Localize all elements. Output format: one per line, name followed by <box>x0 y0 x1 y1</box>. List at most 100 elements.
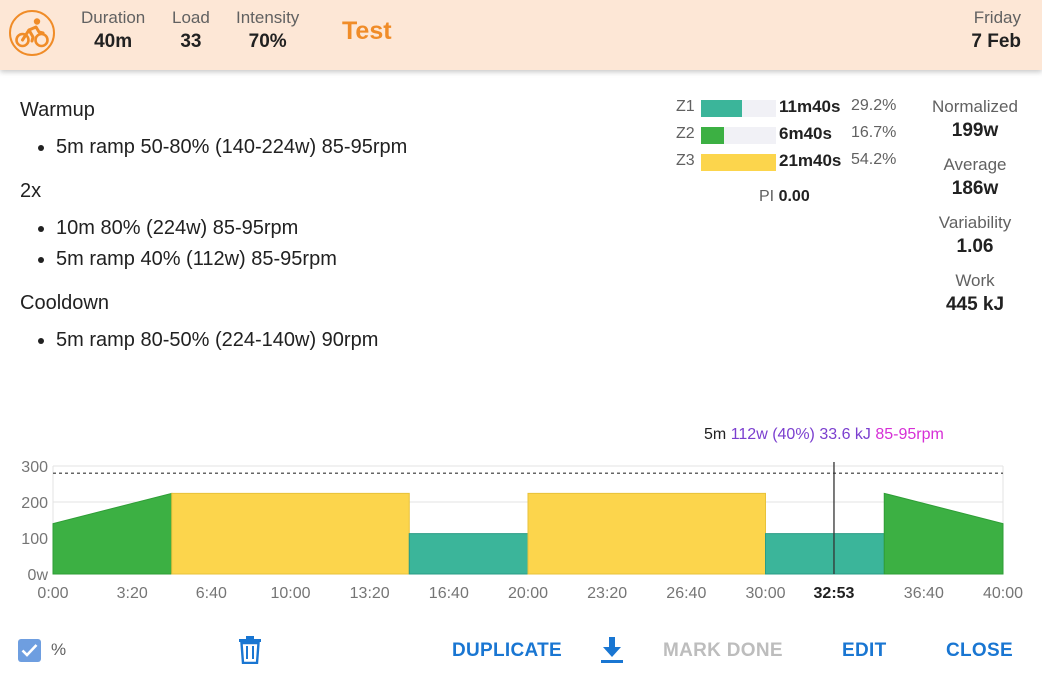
y-tick-label: 0w <box>28 567 49 584</box>
intensity-label: Intensity <box>236 8 300 27</box>
zone-distribution: Z1 11m40s 29.2% Z2 6m40s 16.7% Z3 21m40s… <box>676 95 906 176</box>
x-tick-label: 3:20 <box>117 585 148 602</box>
hover-duration: 5m <box>704 426 727 443</box>
zone-row: Z1 11m40s 29.2% <box>676 95 906 122</box>
x-tick-label: 6:40 <box>196 585 227 602</box>
duration-stat: Duration 40m <box>81 8 145 56</box>
load-label: Load <box>172 8 210 27</box>
y-axis: 0w 100 200 300 <box>21 459 48 584</box>
x-axis: 0:00 3:20 6:40 10:00 13:20 16:40 20:00 23:20 26:… <box>37 585 1023 602</box>
zone-name: Z2 <box>676 125 695 142</box>
cursor-time-label: 32:53 <box>814 585 855 602</box>
x-tick-label: 40:00 <box>983 585 1023 602</box>
x-tick-label: 16:40 <box>429 585 469 602</box>
variability-stat: Variability 1.06 <box>912 213 1038 261</box>
y-tick-label: 100 <box>21 531 48 548</box>
x-tick-label: 30:00 <box>745 585 785 602</box>
section-title: 2x <box>20 180 42 202</box>
workout-segment[interactable] <box>765 533 885 575</box>
delete-icon[interactable] <box>238 636 262 669</box>
zone-percent: 16.7% <box>851 124 897 141</box>
stat-label: Work <box>955 271 995 290</box>
load-stat: Load 33 <box>172 8 210 56</box>
zone-time: 21m40s <box>779 151 842 170</box>
power-stats: Normalized 199w Average 186w Variability… <box>912 97 1038 329</box>
y-tick-label: 300 <box>21 459 48 476</box>
x-tick-label: 10:00 <box>270 585 310 602</box>
section-title: Warmup <box>20 99 95 121</box>
x-tick-label: 20:00 <box>508 585 548 602</box>
download-icon[interactable] <box>600 637 624 670</box>
step-item: 5m ramp 80-50% (224-140w) 90rpm <box>56 325 660 356</box>
zone-row: Z2 6m40s 16.7% <box>676 122 906 149</box>
close-button[interactable]: CLOSE <box>946 640 1013 661</box>
stat-value: 199w <box>951 120 999 141</box>
zone-time: 6m40s <box>779 124 832 143</box>
zone-bar-fill <box>701 100 742 117</box>
x-tick-label: 0:00 <box>37 585 68 602</box>
mark-done-button[interactable]: MARK DONE <box>663 640 783 661</box>
date-value: 7 Feb <box>971 31 1021 52</box>
pi-value: 0.00 <box>778 188 810 205</box>
hover-cadence: 85-95rpm <box>875 426 944 443</box>
intensity-value: 70% <box>248 31 287 52</box>
x-tick-label: 23:20 <box>587 585 627 602</box>
hover-info: 5m 112w (40%) 33.6 kJ 85-95rpm <box>704 426 944 444</box>
x-tick-label: 36:40 <box>904 585 944 602</box>
x-tick-label: 26:40 <box>666 585 706 602</box>
workout-segment[interactable] <box>527 492 766 575</box>
zone-row: Z3 21m40s 54.2% <box>676 149 906 176</box>
step-list: 5m ramp 50-80% (140-224w) 85-95rpm <box>20 132 660 163</box>
zone-bar-fill <box>701 127 724 144</box>
average-stat: Average 186w <box>912 155 1038 203</box>
day-of-week: Friday <box>973 8 1021 27</box>
edit-button[interactable]: EDIT <box>842 640 887 661</box>
step-item: 10m 80% (224w) 85-95rpm <box>56 213 660 244</box>
zone-name: Z1 <box>676 98 695 115</box>
section-title: Cooldown <box>20 292 109 314</box>
percent-checkbox[interactable] <box>18 639 41 662</box>
stat-value: 186w <box>951 178 999 199</box>
zone-bar-track <box>701 100 776 117</box>
step-list: 5m ramp 80-50% (224-140w) 90rpm <box>20 325 660 356</box>
step-list: 10m 80% (224w) 85-95rpm 5m ramp 40% (112… <box>20 213 660 275</box>
pi-stat: PI 0.00 <box>759 188 810 206</box>
stat-label: Variability <box>938 213 1012 232</box>
workout-header: Duration 40m Load 33 Intensity 70% Test … <box>0 0 1042 70</box>
y-tick-label: 200 <box>21 495 48 512</box>
zone-bar-fill <box>701 154 776 171</box>
cycling-icon <box>9 10 55 56</box>
work-stat: Work 445 kJ <box>912 271 1038 319</box>
x-tick-label: 13:20 <box>350 585 390 602</box>
workout-title: Test <box>342 17 392 45</box>
hover-power: 112w (40%) <box>730 426 815 443</box>
workout-date: Friday 7 Feb <box>971 8 1021 56</box>
stat-label: Normalized <box>932 97 1018 116</box>
duration-value: 40m <box>94 31 133 52</box>
percent-label: % <box>51 640 67 659</box>
workout-segment[interactable] <box>171 492 410 575</box>
zone-percent: 54.2% <box>851 151 897 168</box>
chart-segments[interactable] <box>52 492 1004 575</box>
stat-value: 1.06 <box>956 236 994 257</box>
step-item: 5m ramp 50-80% (140-224w) 85-95rpm <box>56 132 660 163</box>
hover-energy: 33.6 kJ <box>819 426 871 443</box>
workout-segment[interactable] <box>52 492 173 575</box>
duration-label: Duration <box>81 8 146 27</box>
stat-value: 445 kJ <box>945 294 1005 315</box>
stat-label: Average <box>943 155 1007 174</box>
workout-segment[interactable] <box>883 492 1004 575</box>
workout-description: Warmup 5m ramp 50-80% (140-224w) 85-95rp… <box>20 96 660 370</box>
workout-chart[interactable]: 0w 100 200 300 0:00 3:20 6:40 10:00 13:20 16:40 2… <box>0 440 1042 612</box>
zone-bar-track <box>701 154 776 171</box>
step-item: 5m ramp 40% (112w) 85-95rpm <box>56 244 660 275</box>
chart-overlay <box>53 462 1003 574</box>
workout-segment[interactable] <box>408 533 529 575</box>
zone-time: 11m40s <box>779 97 841 116</box>
normalized-stat: Normalized 199w <box>912 97 1038 145</box>
load-value: 33 <box>180 31 202 52</box>
zone-bar-track <box>701 127 776 144</box>
intensity-stat: Intensity 70% <box>236 8 299 56</box>
zone-name: Z3 <box>676 152 695 169</box>
duplicate-button[interactable]: DUPLICATE <box>452 640 563 661</box>
